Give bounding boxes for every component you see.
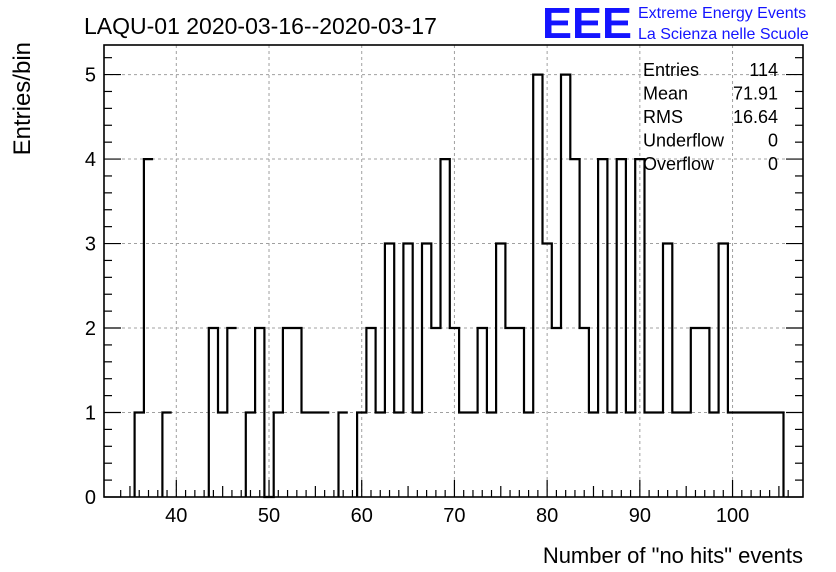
tick-labels: 40 50 60 70 80 90 100 0 1 2 3 4 5 (85, 65, 749, 527)
stat-value: 0 (768, 154, 778, 174)
stat-value: 114 (749, 60, 778, 80)
x-tick-label: 90 (629, 505, 651, 527)
y-axis-label: Entries/bin (9, 42, 36, 155)
x-tick-label: 40 (165, 505, 187, 527)
stat-value: 0 (768, 131, 778, 151)
stat-label: RMS (643, 107, 683, 127)
y-tick-label: 1 (85, 403, 96, 425)
x-tick-label: 70 (443, 505, 465, 527)
y-tick-label: 4 (85, 149, 96, 171)
x-tick-label: 80 (536, 505, 558, 527)
y-tick-label: 5 (85, 65, 96, 87)
chart-title: LAQU-01 2020-03-16--2020-03-17 (84, 13, 437, 39)
x-tick-label: 60 (351, 505, 373, 527)
x-tick-label: 50 (258, 505, 280, 527)
logo-line-2: La Scienza nelle Scuole (638, 26, 809, 43)
stats-box: Entries 114 Mean 71.91 RMS 16.64 Underflow 0 Ove… (643, 60, 778, 174)
logo-line-1: Extreme Energy Events (638, 5, 806, 22)
y-tick-label: 2 (85, 318, 96, 340)
stat-label: Entries (643, 60, 699, 80)
stat-label: Underflow (643, 131, 725, 151)
eee-logo: EEE Extreme Energy Events La Scienza nel… (542, 0, 809, 48)
y-tick-label: 0 (85, 487, 96, 509)
stat-value: 16.64 (733, 107, 778, 127)
stat-value: 71.91 (733, 84, 778, 104)
stat-label: Mean (643, 84, 688, 104)
x-axis-label: Number of "no hits" events (543, 543, 803, 568)
axis-ticks (104, 57, 803, 498)
y-tick-label: 3 (85, 234, 96, 256)
eee-logo-mark: EEE (542, 0, 632, 48)
x-tick-label: 100 (716, 505, 749, 527)
histogram-line (133, 73, 785, 499)
plot-frame (103, 44, 804, 498)
stat-label: Overflow (643, 154, 715, 174)
